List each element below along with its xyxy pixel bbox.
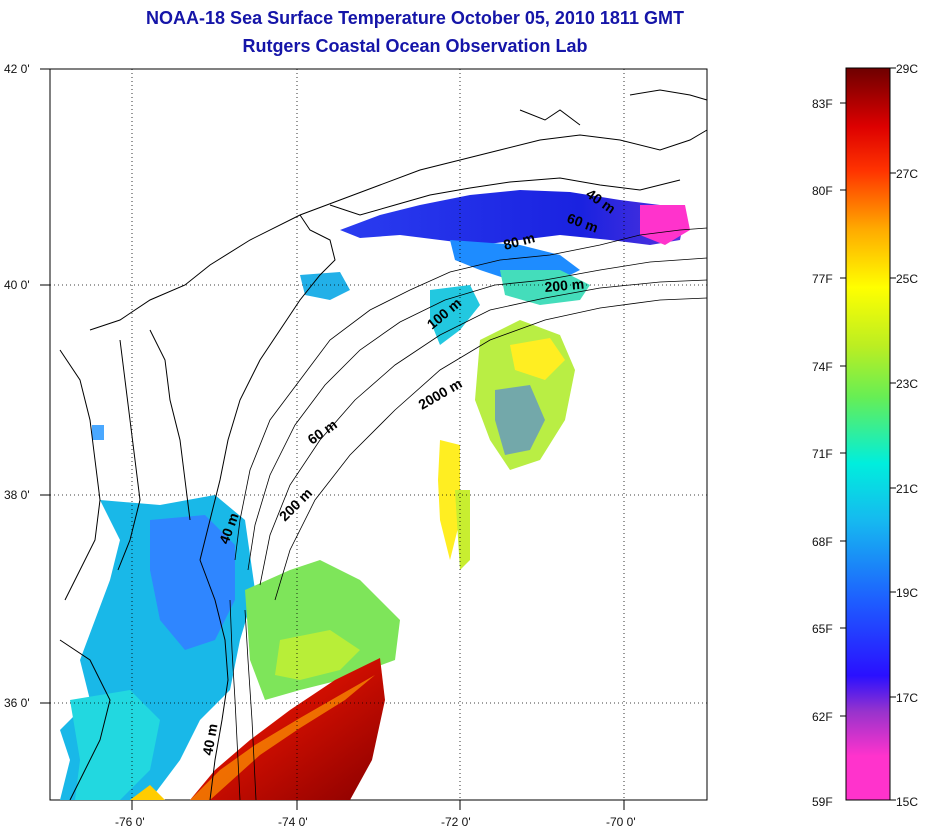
colorbar-c-label: 17C bbox=[896, 691, 918, 705]
lat-label: 38 0' bbox=[4, 488, 30, 502]
axis-labels: -76 0' -74 0' -72 0' -70 0' 42 0' 40 0' … bbox=[4, 62, 636, 829]
map-title: NOAA-18 Sea Surface Temperature October … bbox=[146, 8, 684, 28]
colorbar-c-label: 15C bbox=[896, 795, 918, 809]
colorbar-labels: 83F 80F 77F 74F 71F 68F 65F 62F 59F 29C … bbox=[812, 62, 918, 809]
colorbar-c-label: 23C bbox=[896, 377, 918, 391]
colorbar-f-label: 71F bbox=[812, 447, 833, 461]
lon-label: -74 0' bbox=[278, 815, 308, 829]
colorbar-f-label: 65F bbox=[812, 622, 833, 636]
lat-label: 36 0' bbox=[4, 696, 30, 710]
lon-label: -70 0' bbox=[606, 815, 636, 829]
contour-label: 200 m bbox=[544, 276, 585, 295]
graticule bbox=[50, 69, 707, 800]
colorbar-f-label: 59F bbox=[812, 795, 833, 809]
colorbar-c-label: 29C bbox=[896, 62, 918, 76]
sst-field bbox=[60, 190, 690, 800]
coastline bbox=[59, 89, 708, 801]
axis-ticks bbox=[40, 68, 625, 810]
colorbar-c-label: 21C bbox=[896, 482, 918, 496]
colorbar-c-label: 27C bbox=[896, 167, 918, 181]
colorbar-f-label: 83F bbox=[812, 97, 833, 111]
colorbar-f-label: 68F bbox=[812, 535, 833, 549]
contour-label: 40 m bbox=[199, 722, 220, 756]
colorbar-f-label: 77F bbox=[812, 272, 833, 286]
lat-label: 40 0' bbox=[4, 278, 30, 292]
lon-label: -76 0' bbox=[115, 815, 145, 829]
isobath-contours bbox=[229, 227, 708, 801]
colorbar-ticks bbox=[840, 67, 896, 801]
map-subtitle: Rutgers Coastal Ocean Observation Lab bbox=[242, 36, 588, 56]
colorbar-c-label: 25C bbox=[896, 272, 918, 286]
colorbar-f-label: 62F bbox=[812, 710, 833, 724]
colorbar bbox=[845, 67, 891, 801]
colorbar-f-label: 80F bbox=[812, 184, 833, 198]
lat-label: 42 0' bbox=[4, 62, 30, 76]
colorbar-f-label: 74F bbox=[812, 360, 833, 374]
colorbar-c-label: 19C bbox=[896, 586, 918, 600]
contour-label: 80 m bbox=[502, 229, 537, 253]
lon-label: -72 0' bbox=[441, 815, 471, 829]
